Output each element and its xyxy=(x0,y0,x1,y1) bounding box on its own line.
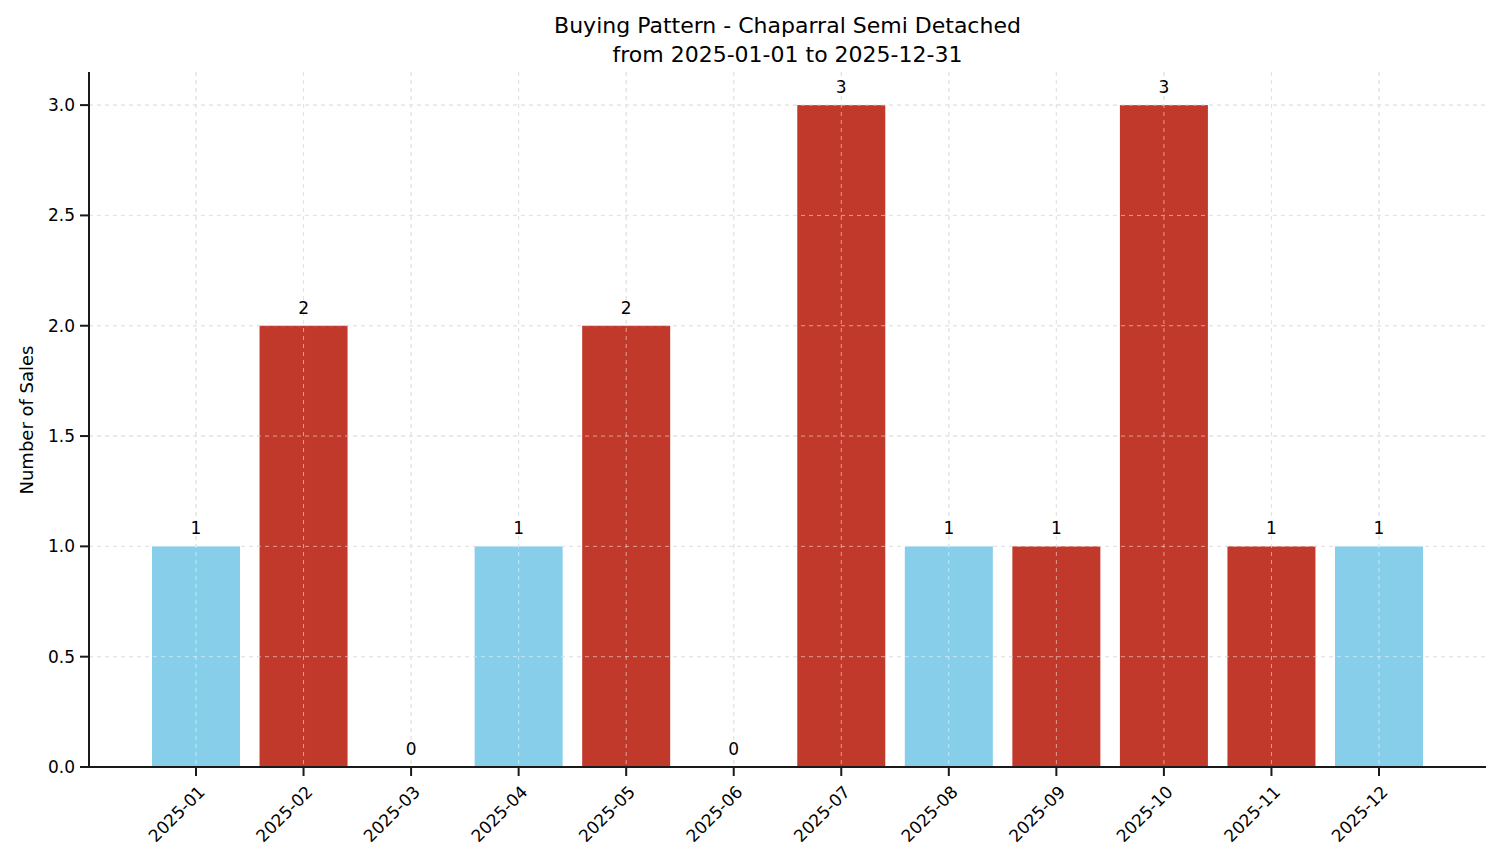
x-tick-label: 2025-10 xyxy=(1112,782,1176,846)
x-tick-label: 2025-09 xyxy=(1005,782,1069,846)
y-tick-label: 0.5 xyxy=(48,647,75,667)
bar-value-label: 1 xyxy=(1374,518,1385,538)
bar-value-label: 1 xyxy=(1266,518,1277,538)
x-tick-label: 2025-07 xyxy=(790,782,854,846)
chart-svg: 0.0 0.5 1.0 1.5 2.0 2.5 3.0 2025-01 2025-02 2025-… xyxy=(0,0,1501,863)
bar-value-label: 1 xyxy=(943,518,954,538)
x-tick-label: 2025-02 xyxy=(252,782,316,846)
bar-value-label: 1 xyxy=(513,518,524,538)
y-tick-label: 2.5 xyxy=(48,205,75,225)
x-tick-label: 2025-05 xyxy=(575,782,639,846)
y-tick-label: 1.5 xyxy=(48,426,75,446)
x-tick-label: 2025-08 xyxy=(897,782,961,846)
x-tick-label: 2025-03 xyxy=(360,782,424,846)
y-tick-label: 3.0 xyxy=(48,95,75,115)
bar-value-label: 2 xyxy=(298,298,309,318)
bar-value-label: 1 xyxy=(1051,518,1062,538)
x-tick-label: 2025-04 xyxy=(467,782,531,846)
y-tick-label: 0.0 xyxy=(48,757,75,777)
y-tick-label: 2.0 xyxy=(48,316,75,336)
x-tick-label: 2025-11 xyxy=(1220,782,1284,846)
bar-value-label: 3 xyxy=(836,77,847,97)
bar-value-label: 3 xyxy=(1158,77,1169,97)
bar-value-label: 0 xyxy=(728,739,739,759)
bar-value-label: 0 xyxy=(406,739,417,759)
x-tick-label: 2025-06 xyxy=(682,782,746,846)
y-tick-label: 1.0 xyxy=(48,536,75,556)
bar-value-label: 2 xyxy=(621,298,632,318)
bar-value-label: 1 xyxy=(191,518,202,538)
x-tick-label: 2025-01 xyxy=(144,782,208,846)
chart-figure: Buying Pattern - Chaparral Semi Detached… xyxy=(0,0,1501,863)
x-tick-label: 2025-12 xyxy=(1327,782,1391,846)
